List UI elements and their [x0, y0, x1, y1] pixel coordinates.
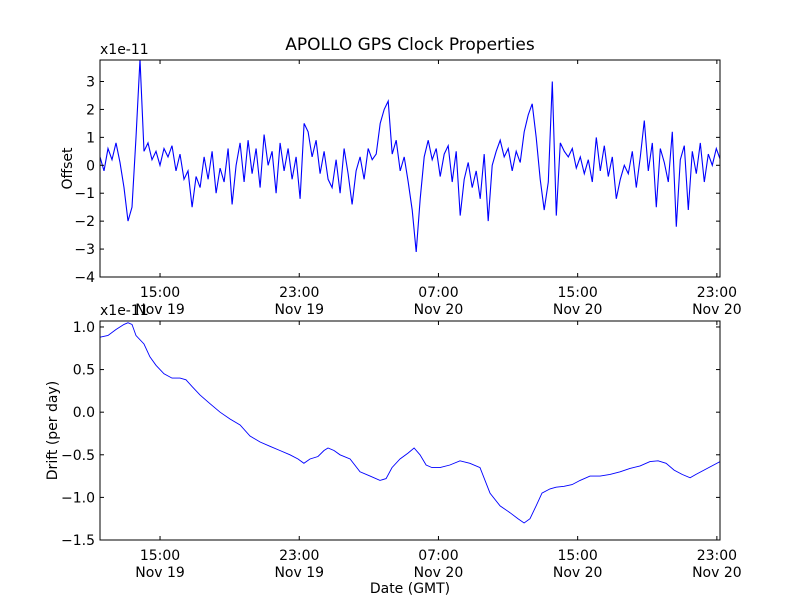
x-tick-label-time: 15:00	[140, 285, 180, 301]
x-tick-label-date: Nov 20	[692, 302, 742, 318]
x-tick-label-date: Nov 20	[553, 565, 603, 581]
offset-series-line	[100, 60, 720, 252]
chart-title: APOLLO GPS Clock Properties	[285, 35, 535, 55]
x-tick-label-date: Nov 20	[414, 302, 464, 318]
x-tick-label-time: 15:00	[557, 285, 597, 301]
x-tick-label-date: Nov 19	[274, 565, 324, 581]
x-axis-label: Date (GMT)	[370, 581, 450, 597]
x-tick-label-date: Nov 19	[135, 302, 185, 318]
x-tick-label-date: Nov 19	[135, 565, 185, 581]
y-tick-label: 0.5	[73, 363, 95, 379]
y-tick-label: 1	[86, 130, 95, 146]
x-tick-label-date: Nov 19	[274, 302, 324, 318]
x-tick-label-time: 23:00	[279, 548, 319, 564]
y-tick-label: −1.5	[61, 533, 95, 549]
x-tick-label-time: 15:00	[140, 548, 180, 564]
y-tick-label: 0.0	[73, 405, 95, 421]
x-tick-label-date: Nov 20	[414, 565, 464, 581]
drift-series-line	[100, 322, 720, 524]
y-tick-label: −0.5	[61, 448, 95, 464]
x-tick-label-time: 07:00	[418, 285, 458, 301]
y-tick-label: 3	[86, 75, 95, 91]
y-axis-label: Drift (per day)	[45, 381, 61, 480]
axes-frame	[99, 320, 721, 541]
x-tick-label-time: 23:00	[279, 285, 319, 301]
y-tick-label: −1	[74, 186, 95, 202]
y-axis-label: Offset	[60, 147, 76, 190]
y-tick-label: −2	[74, 214, 95, 230]
x-tick-label-time: 23:00	[697, 548, 737, 564]
y-tick-label: −3	[74, 242, 95, 258]
y-multiplier-label: x1e-11	[100, 42, 149, 58]
x-tick-label-time: 15:00	[557, 548, 597, 564]
axes-frame	[99, 59, 721, 278]
y-tick-label: 2	[86, 102, 95, 118]
y-tick-label: 1.0	[73, 320, 95, 336]
y-tick-label: 0	[86, 158, 95, 174]
y-tick-label: −4	[74, 270, 95, 286]
y-multiplier-label: x1e-11	[100, 303, 149, 319]
y-tick-label: −1.0	[61, 490, 95, 506]
x-tick-label-time: 07:00	[418, 548, 458, 564]
x-tick-label-date: Nov 20	[553, 302, 603, 318]
x-tick-label-date: Nov 20	[692, 565, 742, 581]
x-tick-label-time: 23:00	[697, 285, 737, 301]
